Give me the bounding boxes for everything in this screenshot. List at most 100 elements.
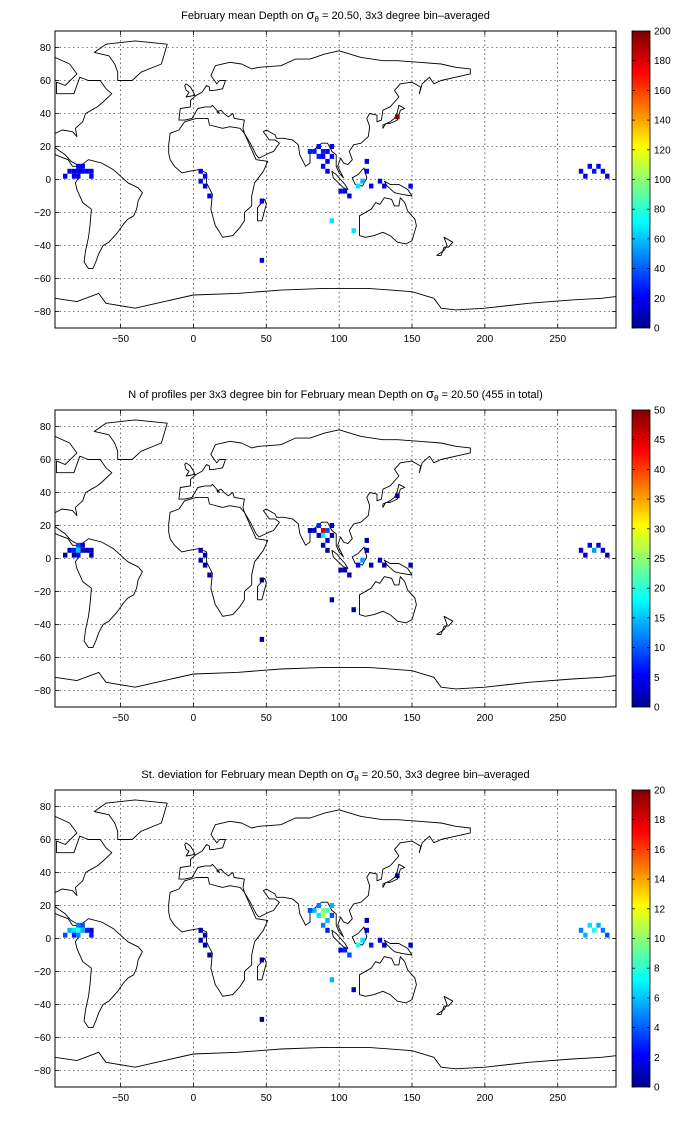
coastline-eurasia [178, 809, 471, 938]
data-cell [325, 149, 330, 154]
data-cell [76, 932, 81, 938]
data-cell [198, 178, 203, 184]
coastline-eurasia [178, 429, 471, 558]
colorbar-tick-label: 35 [654, 495, 666, 506]
data-cell [329, 977, 335, 983]
coastline-north-america [55, 435, 113, 546]
colorbar-tick-label: 60 [654, 234, 666, 245]
y-tick-label: 20 [40, 901, 52, 912]
colorbar-tick-label: 100 [654, 175, 671, 186]
coastline-madagascar [257, 957, 267, 981]
coastline-japan [382, 483, 406, 508]
colorbar-tick-label: 40 [654, 465, 666, 476]
data-cell [605, 552, 610, 558]
coastlines [55, 40, 616, 328]
data-cell [80, 547, 85, 553]
x-tick-label: 250 [549, 1093, 566, 1104]
data-cell [408, 562, 413, 568]
y-tick-label: 60 [40, 76, 52, 87]
colorbar-tick-label: 0 [654, 324, 660, 335]
data-cell [351, 607, 356, 613]
colorbar-tick-label: 16 [654, 845, 666, 856]
data-cell [259, 257, 265, 263]
y-tick-label: −20 [34, 208, 51, 219]
data-cell [596, 542, 601, 548]
data-cell [382, 562, 387, 568]
chart-title: St. deviation for February mean Depth on… [141, 766, 529, 783]
data-cell [202, 562, 208, 568]
colorbar-tick-label: 25 [654, 554, 666, 565]
data-cells [63, 873, 610, 1022]
y-tick-label: −40 [34, 241, 51, 252]
data-cell [592, 168, 597, 174]
x-tick-label: 100 [331, 1093, 348, 1104]
data-cell [80, 163, 85, 169]
data-cell [320, 922, 326, 928]
y-tick-label: 20 [40, 521, 52, 532]
data-cell [89, 173, 94, 179]
colorbar-tick-label: 10 [654, 643, 666, 654]
x-tick-label: 0 [191, 713, 197, 724]
data-cell [395, 873, 400, 879]
x-tick-label: −50 [112, 334, 129, 345]
coastline-africa [168, 117, 269, 238]
x-tick-label: 250 [549, 713, 566, 724]
y-tick-label: 60 [40, 835, 52, 846]
coastline-antarctica [55, 287, 616, 328]
coastline-south-america [74, 538, 143, 649]
data-cell [596, 922, 601, 928]
data-cell [320, 912, 326, 918]
coastline-british-isles [184, 83, 196, 98]
data-cell [600, 168, 606, 174]
data-cell [377, 937, 383, 943]
data-cell [364, 547, 369, 553]
data-cell [364, 168, 369, 174]
data-cell [76, 173, 81, 179]
data-cell [329, 912, 335, 918]
coastlines [55, 799, 616, 1087]
colorbar-tick-label: 10 [654, 934, 666, 945]
data-cell [71, 173, 77, 179]
data-cell [377, 178, 383, 184]
data-cell [80, 922, 85, 928]
colorbar-tick-label: 160 [654, 86, 671, 97]
data-cell [76, 922, 81, 928]
data-cell [587, 922, 592, 928]
data-cell [71, 168, 77, 174]
x-tick-label: 50 [261, 713, 273, 724]
coastline-british-isles [184, 462, 196, 477]
colorbar-tick-label: 14 [654, 875, 666, 886]
x-tick-label: 50 [261, 1093, 273, 1104]
coastlines [55, 419, 616, 707]
data-cell [259, 957, 265, 963]
data-cell [329, 903, 335, 908]
coastline-japan [382, 863, 406, 888]
data-cell [320, 149, 326, 154]
y-tick-label: 40 [40, 109, 52, 120]
coastline-borneo [351, 167, 368, 187]
data-cell [316, 523, 321, 528]
coastline-greenland [93, 40, 168, 81]
coastline-north-america [55, 815, 113, 926]
data-cell [325, 908, 330, 913]
coastline-greenland [93, 799, 168, 840]
colorbar-tick-label: 30 [654, 524, 666, 535]
x-tick-label: −50 [112, 713, 129, 724]
colorbar-tick-label: 140 [654, 116, 671, 127]
colorbar-tick-label: 80 [654, 205, 666, 216]
colorbar: 0 20 40 60 80 100 120 140 160 180 200 [631, 27, 671, 335]
data-cell [67, 927, 72, 933]
axis-ticks: −50 0 50 100 150 200 250 −80 −60 −40 −20 0 20 40 60 80 [34, 410, 616, 724]
colorbar-tick-label: 5 [654, 673, 660, 684]
data-cell [587, 542, 592, 548]
data-cell [63, 552, 68, 558]
data-cell [325, 537, 330, 543]
colorbar-tick-label: 0 [654, 1083, 660, 1094]
data-cell [80, 168, 85, 174]
coastline-australia [359, 956, 417, 1004]
data-cell [329, 144, 335, 149]
data-cell [80, 927, 85, 933]
data-cell [76, 927, 81, 933]
coastline-australia [359, 197, 417, 245]
